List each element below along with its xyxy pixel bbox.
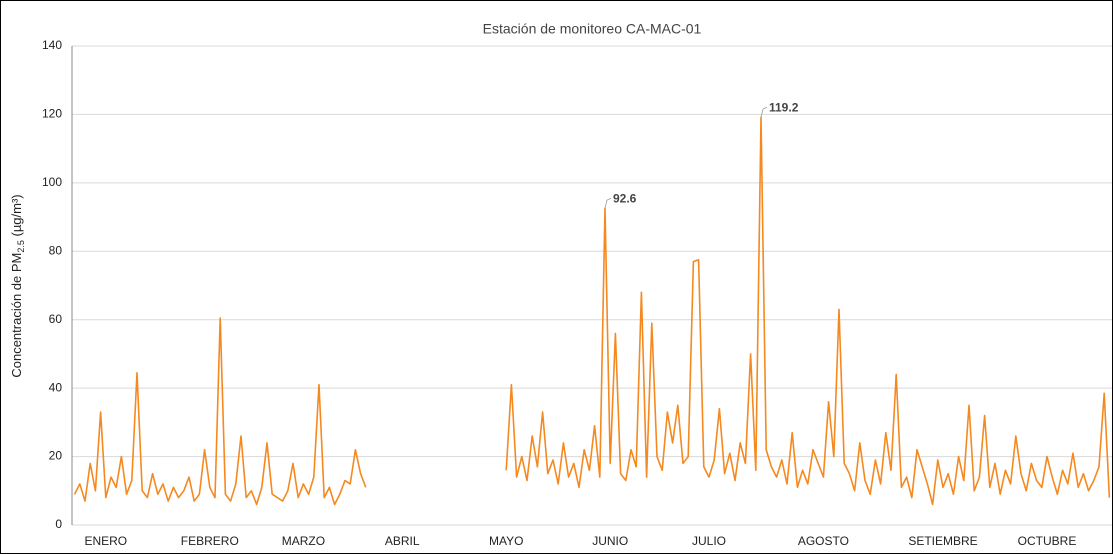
x-tick-label: ABRIL <box>385 534 420 548</box>
x-tick-label: MAYO <box>489 534 523 548</box>
x-tick-label: ENERO <box>84 534 127 548</box>
chart-title: Estación de monitoreo CA-MAC-01 <box>483 21 702 37</box>
y-tick-label: 120 <box>42 107 62 121</box>
x-tick-label: AGOSTO <box>798 534 849 548</box>
data-label: 92.6 <box>613 191 637 205</box>
y-tick-label: 40 <box>49 380 63 394</box>
data-label: 119.2 <box>769 100 799 114</box>
label-leader <box>604 197 612 209</box>
label-leader <box>760 106 768 118</box>
y-tick-label: 0 <box>55 517 62 531</box>
x-tick-label: MARZO <box>282 534 325 548</box>
x-tick-label: SETIEMBRE <box>908 534 977 548</box>
y-tick-label: 140 <box>42 38 62 52</box>
y-label-sub: 2.5 <box>16 240 26 253</box>
y-tick-label: 20 <box>49 449 63 463</box>
y-tick-label: 60 <box>49 312 63 326</box>
x-tick-label: FEBRERO <box>181 534 239 548</box>
x-tick-label: JUNIO <box>592 534 628 548</box>
y-tick-label: 100 <box>42 175 62 189</box>
data-line <box>73 116 1111 506</box>
y-label-rest: (µg/m³) <box>9 194 24 240</box>
x-tick-label: OCTUBRE <box>1018 534 1077 548</box>
y-tick-label: 80 <box>49 243 63 257</box>
y-axis-label: Concentración de PM2.5 (µg/m³) <box>9 194 26 377</box>
x-tick-label: JULIO <box>692 534 726 548</box>
y-label-text: Concentración de PM <box>9 253 24 378</box>
